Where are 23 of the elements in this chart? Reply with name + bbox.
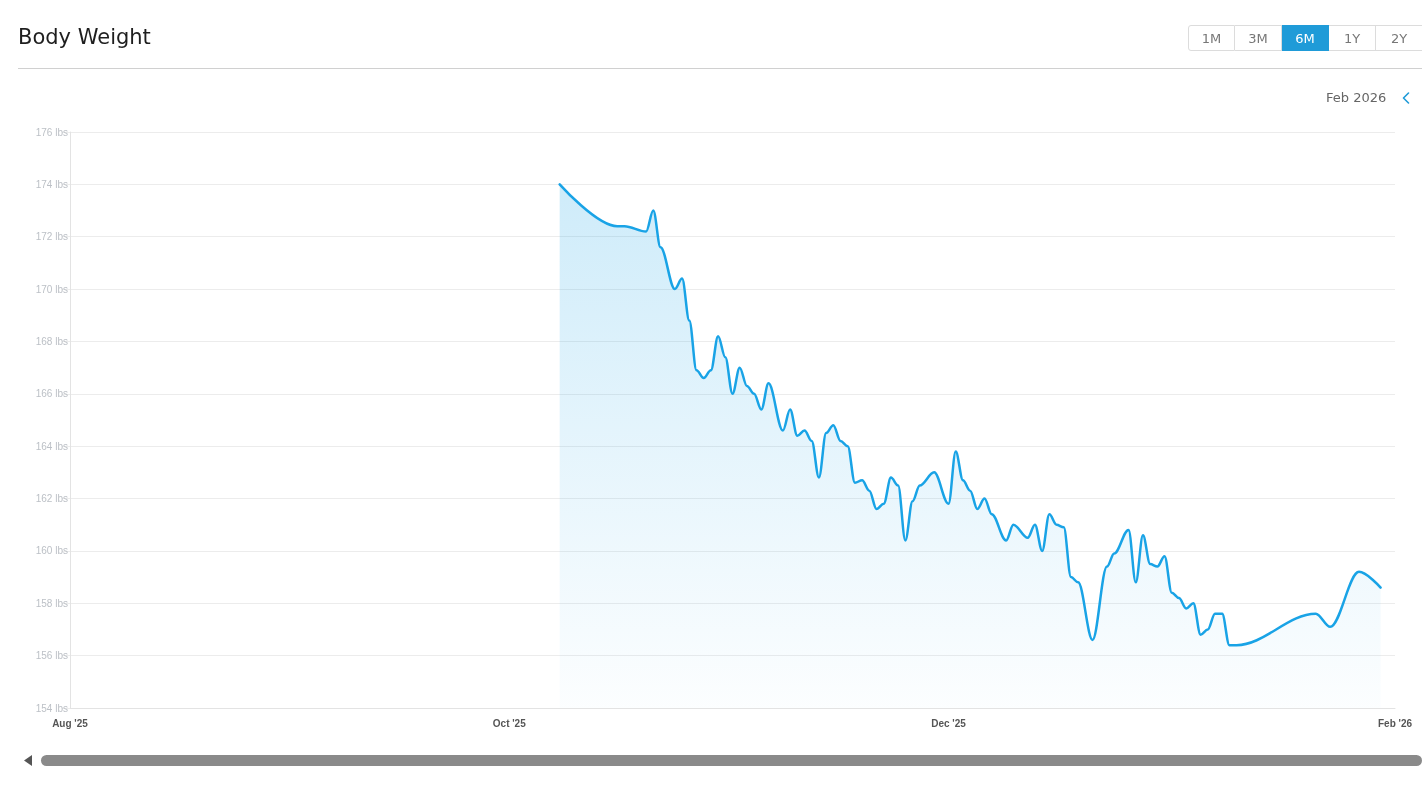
x-tick-label: Oct '25	[492, 717, 527, 729]
y-tick-label: 162 lbs	[35, 493, 68, 505]
y-tick-label: 172 lbs	[35, 231, 68, 243]
y-tick-label: 154 lbs	[35, 702, 68, 714]
y-tick-label: 164 lbs	[35, 440, 68, 452]
x-tick-label: Aug '25	[52, 717, 89, 729]
period-button: 1M	[1188, 25, 1235, 51]
y-tick-label: 170 lbs	[35, 283, 68, 295]
period-button: 3M	[1235, 25, 1282, 51]
period-button: 1Y	[1329, 25, 1376, 51]
y-tick-label: 160 lbs	[35, 545, 68, 557]
y-tick-label: 174 lbs	[35, 178, 68, 190]
period-button: 6M	[1282, 25, 1329, 51]
y-tick-label: 156 lbs	[35, 650, 68, 662]
y-tick-label: 168 lbs	[35, 335, 68, 347]
y-tick-label: 166 lbs	[35, 388, 68, 400]
x-tick-label: Feb '26	[1377, 717, 1413, 729]
y-tick-label: 158 lbs	[35, 597, 68, 609]
x-tick-label: Dec '25	[931, 717, 967, 729]
y-tick-label: 176 lbs	[35, 126, 68, 138]
period-button: 2Y	[1376, 25, 1422, 51]
text: Feb 2026	[1326, 90, 1387, 106]
chart-title: Body Weight	[18, 24, 151, 51]
